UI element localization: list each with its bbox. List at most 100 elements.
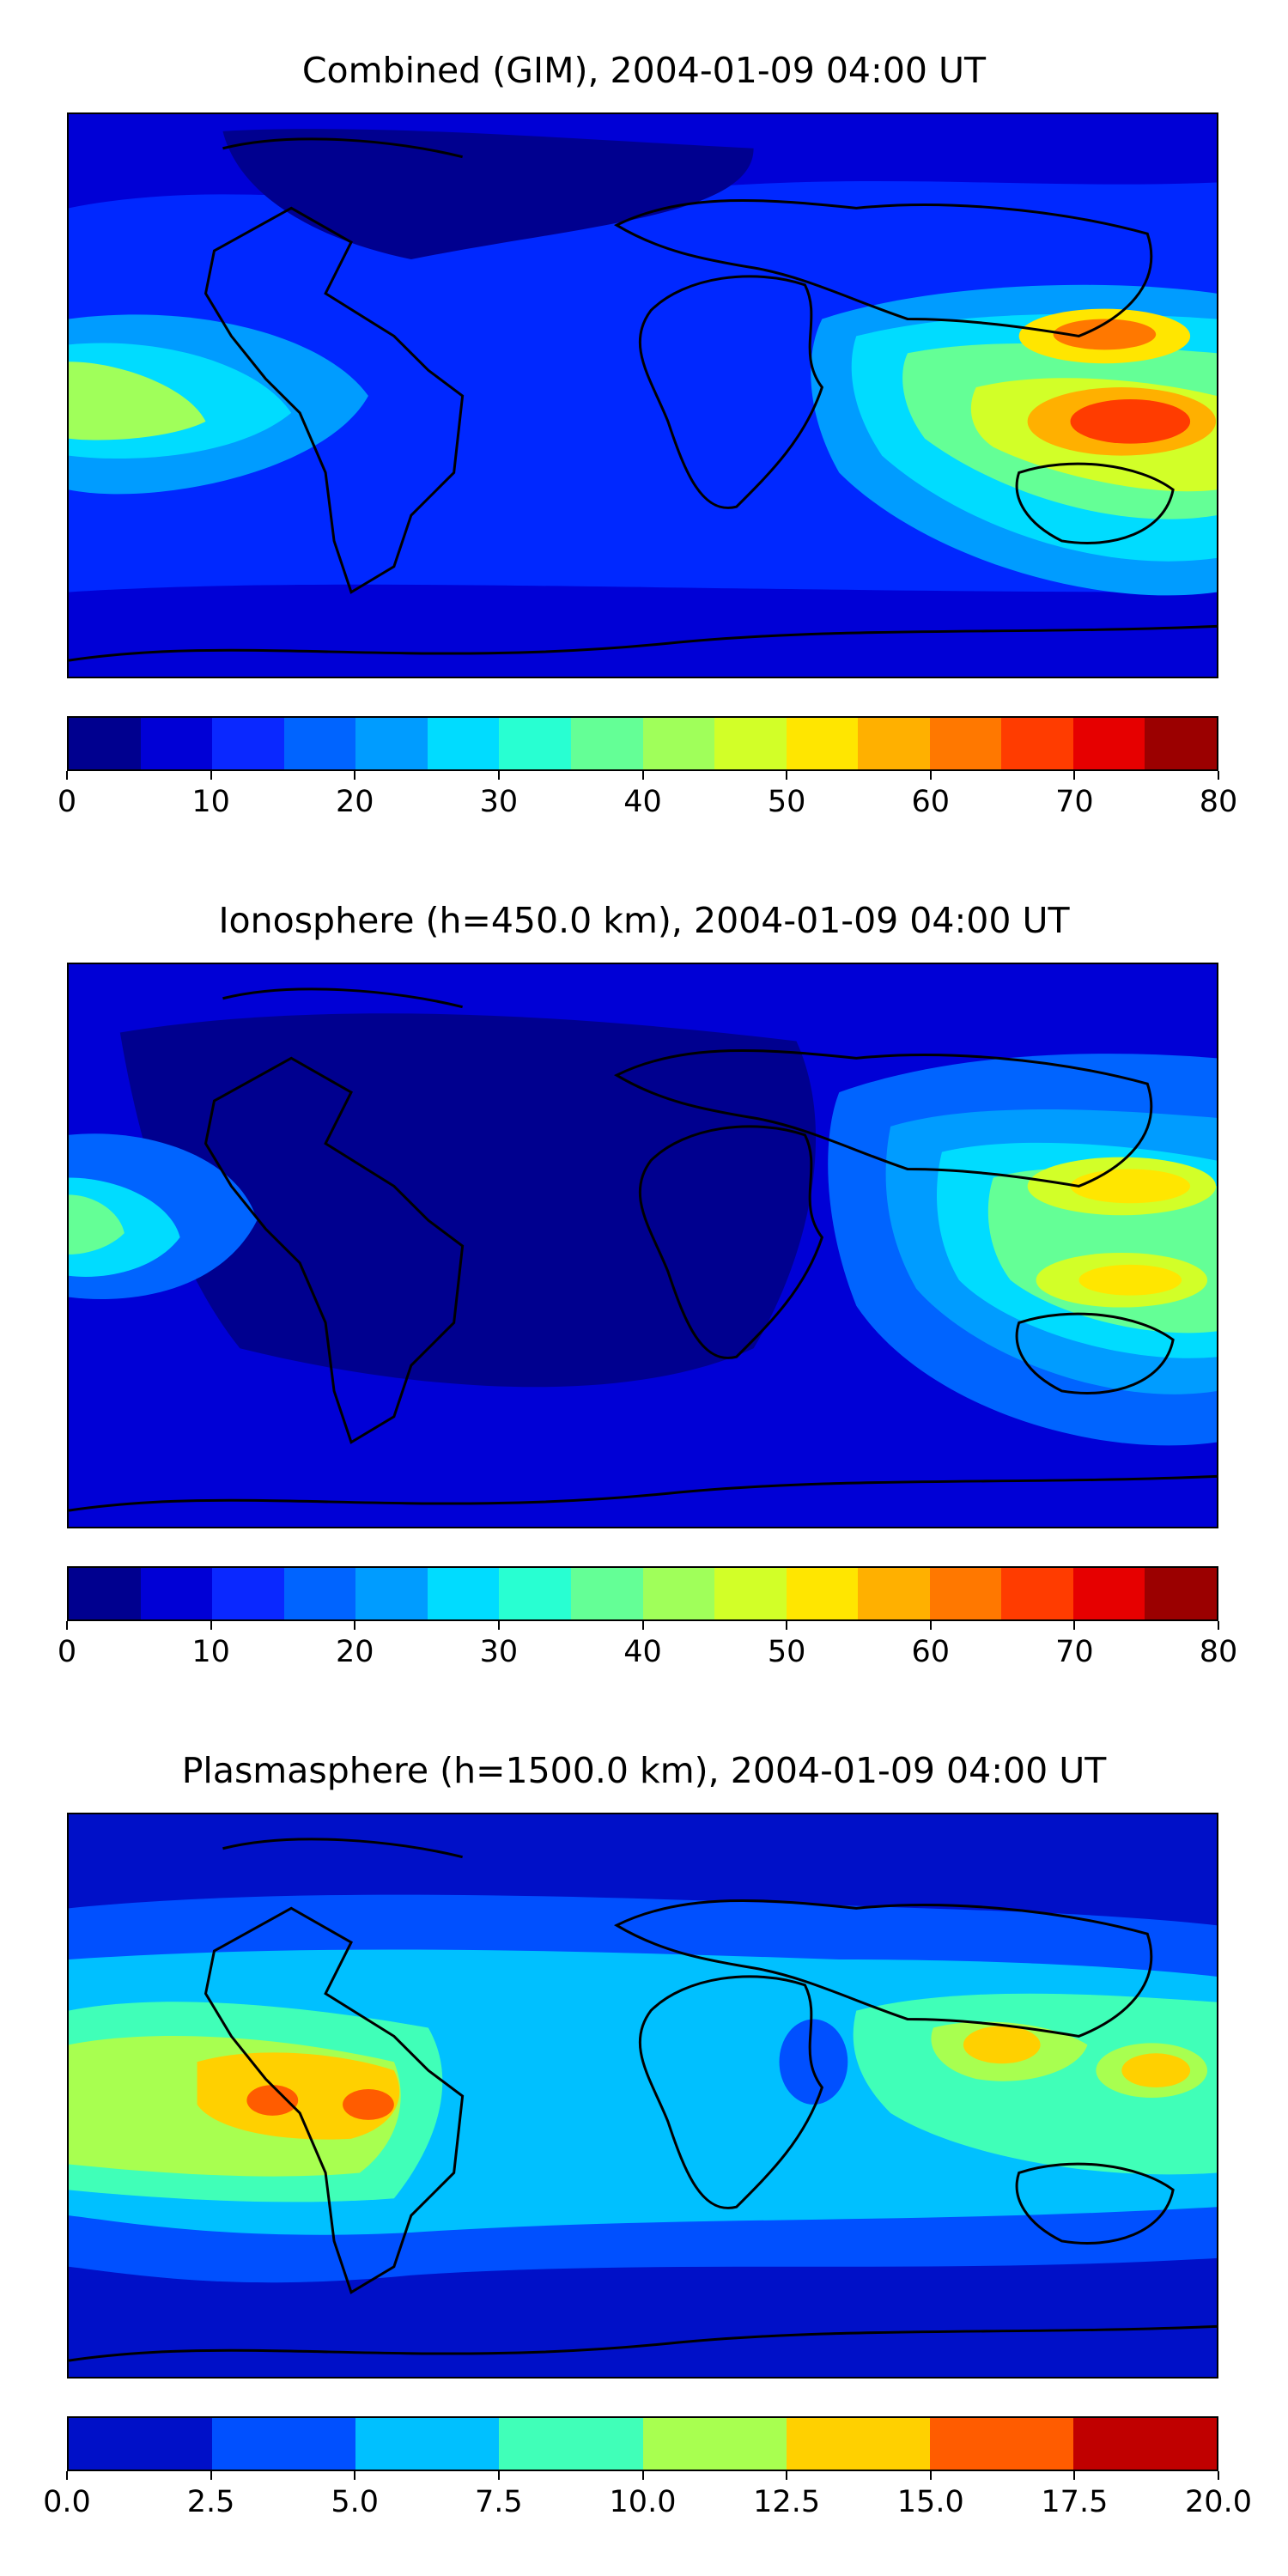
colorbar-ticks-ionosphere: 0 10 20 30 40 50 60 70 80 — [58, 1621, 1237, 1673]
colorbar-tick-mark — [354, 2471, 356, 2480]
colorbar-segment — [858, 718, 930, 769]
colorbar-plasmasphere — [67, 2416, 1218, 2471]
colorbar-segment — [786, 1568, 859, 1619]
colorbar-tick-mark — [786, 2471, 788, 2480]
colorbar-tick-mark — [66, 2471, 68, 2480]
continent-eurasia — [613, 1899, 1153, 2038]
colorbar-tick-label: 2.5 — [186, 2485, 235, 2519]
field-min-central — [119, 1013, 817, 1388]
colorbar-tick-mark — [1218, 2471, 1219, 2480]
colorbar-segment — [786, 2418, 930, 2470]
tec-contour-map-combined — [69, 114, 1217, 677]
continent-americas — [204, 206, 465, 594]
continent-americas — [204, 1056, 465, 1444]
continent-americas — [204, 1906, 465, 2294]
arctic-islands — [222, 1838, 463, 1859]
field-peak-b-2 — [1070, 398, 1191, 444]
colorbar-segment — [1001, 718, 1073, 769]
field-west-3 — [69, 361, 206, 440]
colorbar-ticks-plasmasphere: 0.0 2.5 5.0 7.5 10.0 12.5 15.0 17.5 20.0 — [43, 2471, 1252, 2523]
colorbar-tick-mark — [497, 2471, 500, 2480]
colorbar-tick-label: 50 — [767, 785, 806, 819]
colorbar-ionosphere — [67, 1566, 1218, 1621]
colorbar-segment — [212, 2418, 356, 2470]
colorbar-segment — [140, 1568, 213, 1619]
colorbar-tick-label: 50 — [767, 1635, 806, 1669]
continent-africa — [638, 1975, 824, 2209]
colorbar-segment — [1072, 2418, 1217, 2470]
colorbar-tick-label: 12.5 — [753, 2485, 821, 2519]
colorbar-segment — [1072, 718, 1145, 769]
colorbar-tick-mark — [66, 771, 68, 780]
field-peak-a-2 — [1053, 319, 1157, 350]
colorbar-tick-label: 80 — [1199, 785, 1238, 819]
colorbar-segment — [69, 718, 141, 769]
colorbar-tick-label: 30 — [479, 785, 519, 819]
panel-title-ionosphere: Ionosphere (h=450.0 km), 2004-01-09 04:0… — [218, 900, 1070, 941]
colorbar-tick-label: 10 — [191, 1635, 230, 1669]
colorbar-tick-mark — [929, 771, 932, 780]
continent-antarctica — [69, 624, 1217, 662]
colorbar-segment — [642, 2418, 787, 2470]
continent-antarctica — [69, 1474, 1217, 1512]
colorbar-tick-label: 60 — [911, 1635, 951, 1669]
field-west-3 — [69, 1194, 125, 1255]
colorbar-segment — [642, 1568, 715, 1619]
colorbar-tick-label: 80 — [1199, 1635, 1238, 1669]
colorbar-tick-label: 20.0 — [1185, 2485, 1252, 2519]
continent-australia — [1015, 1312, 1175, 1394]
colorbar-tick-mark — [929, 1621, 932, 1630]
colorbar-segment — [929, 1568, 1002, 1619]
colorbar-segment — [642, 718, 715, 769]
colorbar-segment — [929, 2418, 1073, 2470]
colorbar-segment — [499, 2418, 643, 2470]
colorbar-tick-mark — [354, 771, 356, 780]
colorbar-tick-mark — [66, 1621, 68, 1630]
colorbar-segment — [570, 718, 643, 769]
colorbar-tick-label: 0 — [57, 1635, 77, 1669]
colorbar-tick-label: 5.0 — [331, 2485, 380, 2519]
colorbar-tick-label: 15.0 — [896, 2485, 964, 2519]
colorbar-tick-mark — [1073, 771, 1076, 780]
colorbar-tick-label: 70 — [1055, 1635, 1094, 1669]
colorbar-segment — [140, 718, 213, 769]
colorbar-segment — [212, 1568, 284, 1619]
colorbar-segment — [499, 1568, 571, 1619]
colorbar-segment — [858, 1568, 930, 1619]
colorbar-segment — [1001, 1568, 1073, 1619]
colorbar-tick-mark — [354, 1621, 356, 1630]
continent-antarctica — [69, 2324, 1217, 2362]
colorbar-tick-mark — [1073, 1621, 1076, 1630]
colorbar-tick-mark — [641, 1621, 644, 1630]
colorbar-tick-label: 40 — [623, 785, 662, 819]
panel-title-combined: Combined (GIM), 2004-01-09 04:00 UT — [301, 50, 987, 91]
colorbar-tick-mark — [210, 2471, 212, 2480]
colorbar-tick-mark — [1073, 2471, 1076, 2480]
colorbar-combined — [67, 716, 1218, 771]
colorbar-segment — [570, 1568, 643, 1619]
colorbar-segment — [355, 2418, 500, 2470]
field-peak-a-2 — [1070, 1169, 1191, 1204]
colorbar-tick-mark — [786, 771, 788, 780]
field-min-north — [222, 129, 754, 259]
colorbar-tick-mark — [1218, 1621, 1219, 1630]
colorbar-segment — [212, 718, 284, 769]
colorbar-tick-mark — [641, 771, 644, 780]
colorbar-segment — [714, 718, 787, 769]
colorbar-tick-mark — [210, 771, 212, 780]
continent-eurasia — [613, 1048, 1153, 1188]
colorbar-tick-mark — [497, 771, 500, 780]
arctic-islands — [222, 137, 463, 159]
continent-africa — [638, 1125, 824, 1359]
colorbar-tick-mark — [641, 2471, 644, 2480]
field-west-peak-2 — [343, 2089, 394, 2120]
field-low-south — [69, 584, 1217, 677]
colorbar-tick-mark — [929, 2471, 932, 2480]
colorbar-segment — [1145, 718, 1217, 769]
colorbar-segment — [355, 718, 428, 769]
field-east-peak-2 — [1121, 2053, 1191, 2088]
map-combined — [67, 112, 1218, 678]
arctic-islands — [222, 987, 463, 1009]
colorbar-ticks-combined: 0 10 20 30 40 50 60 70 80 — [58, 771, 1237, 823]
field-dip — [779, 2019, 848, 2105]
